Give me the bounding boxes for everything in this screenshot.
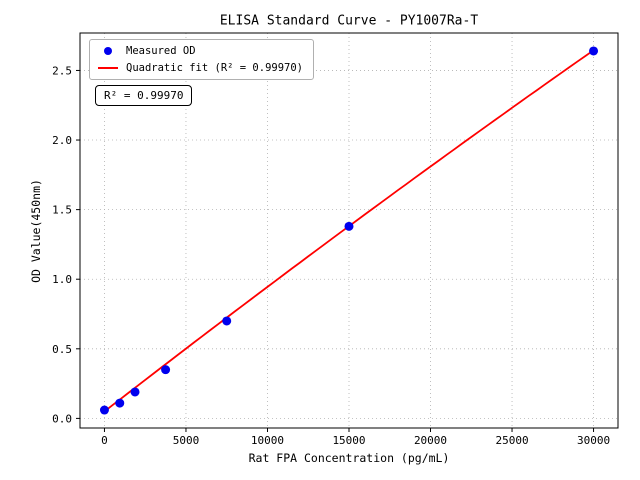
- data-point: [99, 405, 109, 415]
- x-tick-label: 20000: [414, 434, 447, 447]
- y-axis-label: OD Value(450nm): [29, 179, 43, 283]
- y-tick-label: 2.5: [52, 64, 72, 77]
- x-axis-label: Rat FPA Concentration (pg/mL): [248, 451, 450, 465]
- gridlines: [80, 33, 618, 428]
- x-tick-label: 5000: [173, 434, 200, 447]
- y-tick-label: 0.5: [52, 343, 72, 356]
- blue-dot-marker-icon: [104, 47, 112, 55]
- red-line-marker-icon: [98, 67, 118, 69]
- y-tick-label: 1.5: [52, 204, 72, 217]
- x-tick-label: 10000: [251, 434, 284, 447]
- tick-labels: 0 5000 10000 15000 20000 25000 30000 0.0 0.5 1.0 1…: [52, 64, 610, 447]
- data-point: [115, 398, 125, 408]
- data-point: [130, 387, 140, 397]
- legend-item-measured: Measured OD: [98, 45, 303, 57]
- y-tick-label: 2.0: [52, 134, 72, 147]
- data-point: [589, 46, 599, 56]
- x-tick-label: 25000: [495, 434, 528, 447]
- legend: Measured OD Quadratic fit (R² = 0.99970): [89, 39, 315, 80]
- chart-title: ELISA Standard Curve - PY1007Ra-T: [219, 13, 479, 29]
- data-point: [222, 316, 232, 326]
- measured-od-points: [99, 46, 599, 415]
- r-squared-annotation: R² = 0.99970: [95, 85, 193, 106]
- x-tick-label: 15000: [332, 434, 365, 447]
- legend-item-fit: Quadratic fit (R² = 0.99970): [98, 62, 303, 74]
- y-tick-label: 1.0: [52, 273, 72, 286]
- legend-measured-label: Measured OD: [126, 45, 196, 57]
- data-point: [161, 365, 171, 375]
- axis-ticks: [76, 69, 595, 432]
- x-tick-label: 30000: [577, 434, 610, 447]
- data-point: [344, 221, 354, 231]
- x-tick-label: 0: [101, 434, 108, 447]
- legend-fit-label: Quadratic fit (R² = 0.99970): [126, 62, 304, 74]
- y-tick-label: 0.0: [52, 412, 72, 425]
